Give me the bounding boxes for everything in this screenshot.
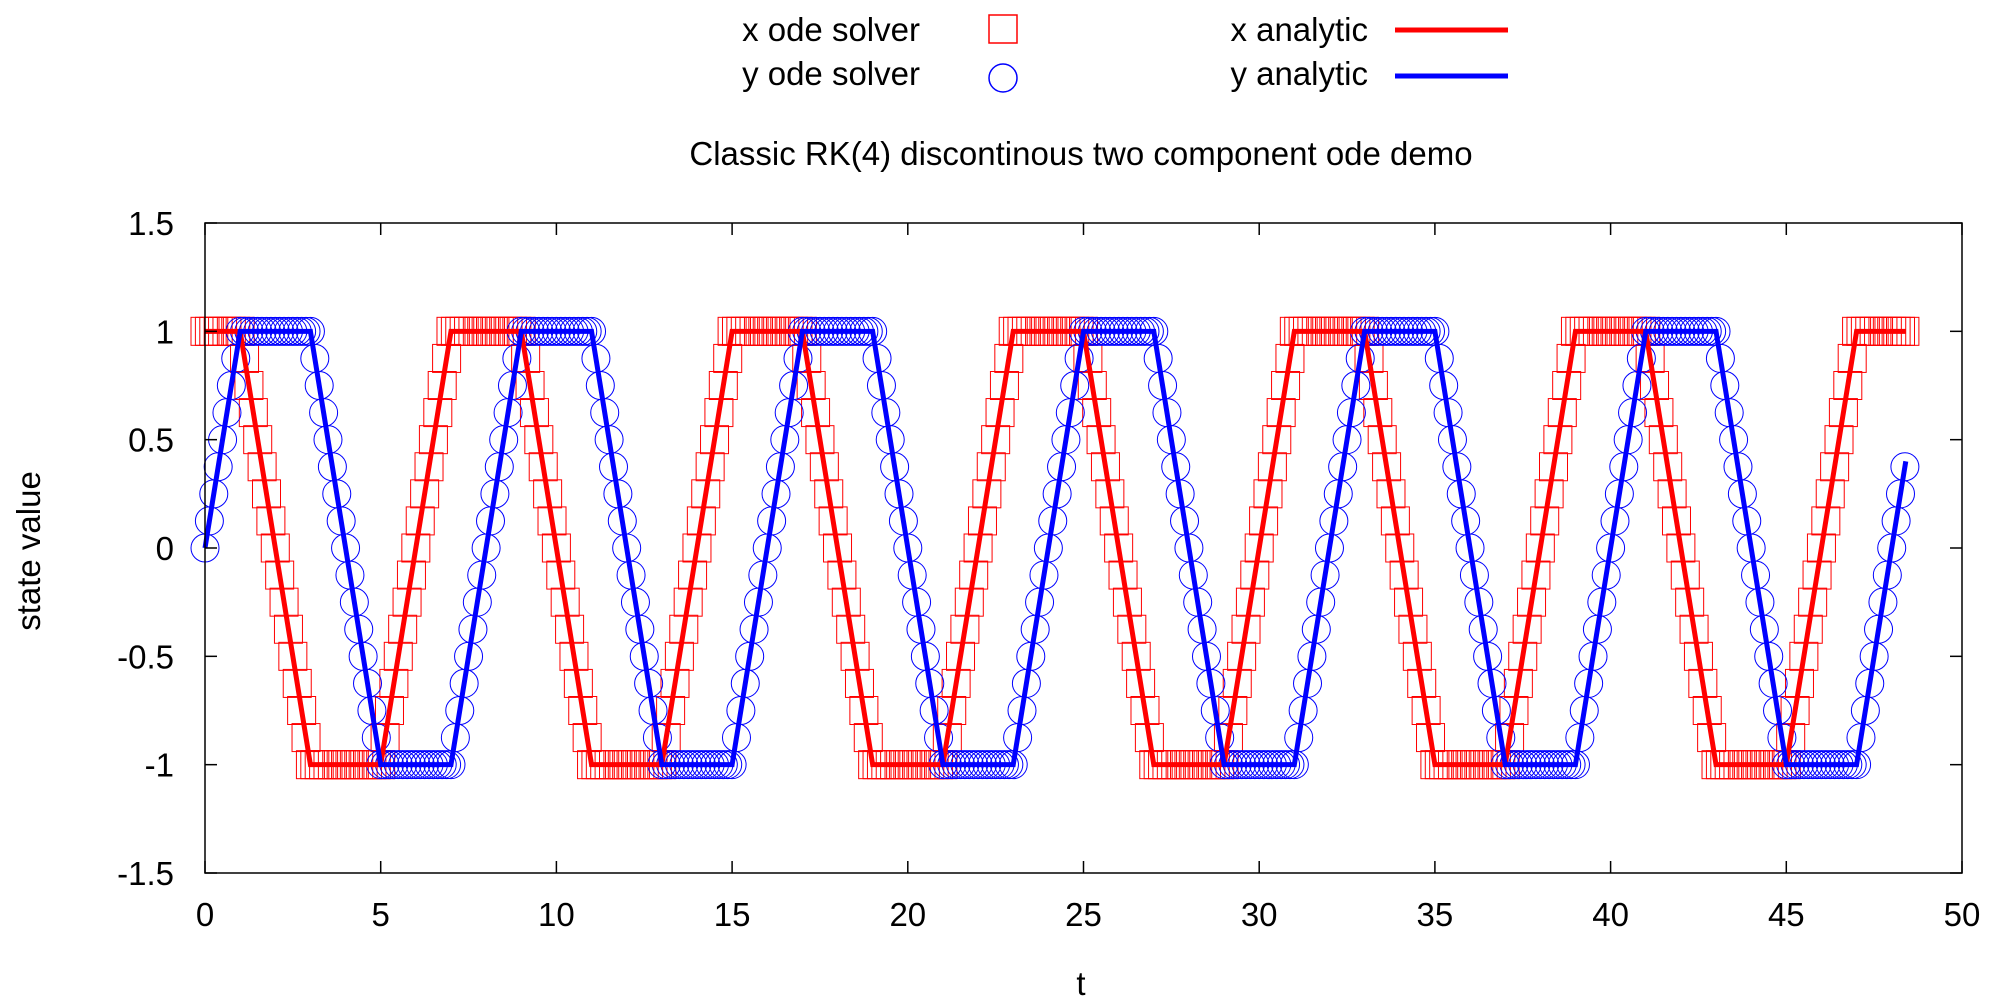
x-tick-label: 5: [372, 896, 390, 933]
chart-title: Classic RK(4) discontinous two component…: [689, 135, 1472, 172]
x-tick-label: 35: [1417, 896, 1454, 933]
y-analytic-line: [202, 328, 1909, 768]
x-tick-label: 0: [196, 896, 214, 933]
legend-label-y-analytic: y analytic: [1230, 55, 1368, 92]
y-tick-label: 1.5: [128, 205, 174, 242]
x-tick-label: 40: [1592, 896, 1629, 933]
y-tick-label: 1: [156, 313, 174, 350]
legend-label-y-ode-solver: y ode solver: [742, 55, 920, 92]
x-tick-label: 20: [889, 896, 926, 933]
y-axis-label: state value: [10, 471, 47, 631]
y-tick-label: -0.5: [117, 638, 174, 675]
y-tick-label: 0: [156, 530, 174, 567]
legend-label-x-ode-solver: x ode solver: [742, 11, 920, 48]
x-analytic-line: [205, 328, 1906, 768]
legend-marker-square: [988, 14, 1018, 44]
legend-label-x-analytic: x analytic: [1230, 11, 1368, 48]
x-tick-label: 25: [1065, 896, 1102, 933]
y-tick-label: -1.5: [117, 855, 174, 892]
y-tick-label: 0.5: [128, 422, 174, 459]
legend: x ode solver y ode solver x analytic y a…: [742, 11, 1508, 93]
x-tick-label: 50: [1944, 896, 1981, 933]
legend-marker-circle: [988, 63, 1018, 93]
x-tick-label: 10: [538, 896, 575, 933]
x-axis-label: t: [1076, 965, 1085, 1000]
x-tick-label: 30: [1241, 896, 1278, 933]
axes: 0 5 10 15 20 25 30 35 40 45 50 -1.5 -1 -0.5 0 0.5 1 1.5: [117, 205, 1980, 933]
x-tick-label: 45: [1768, 896, 1805, 933]
y-tick-label: -1: [145, 747, 174, 784]
analytic-lines: [202, 328, 1909, 768]
x-tick-label: 15: [714, 896, 751, 933]
